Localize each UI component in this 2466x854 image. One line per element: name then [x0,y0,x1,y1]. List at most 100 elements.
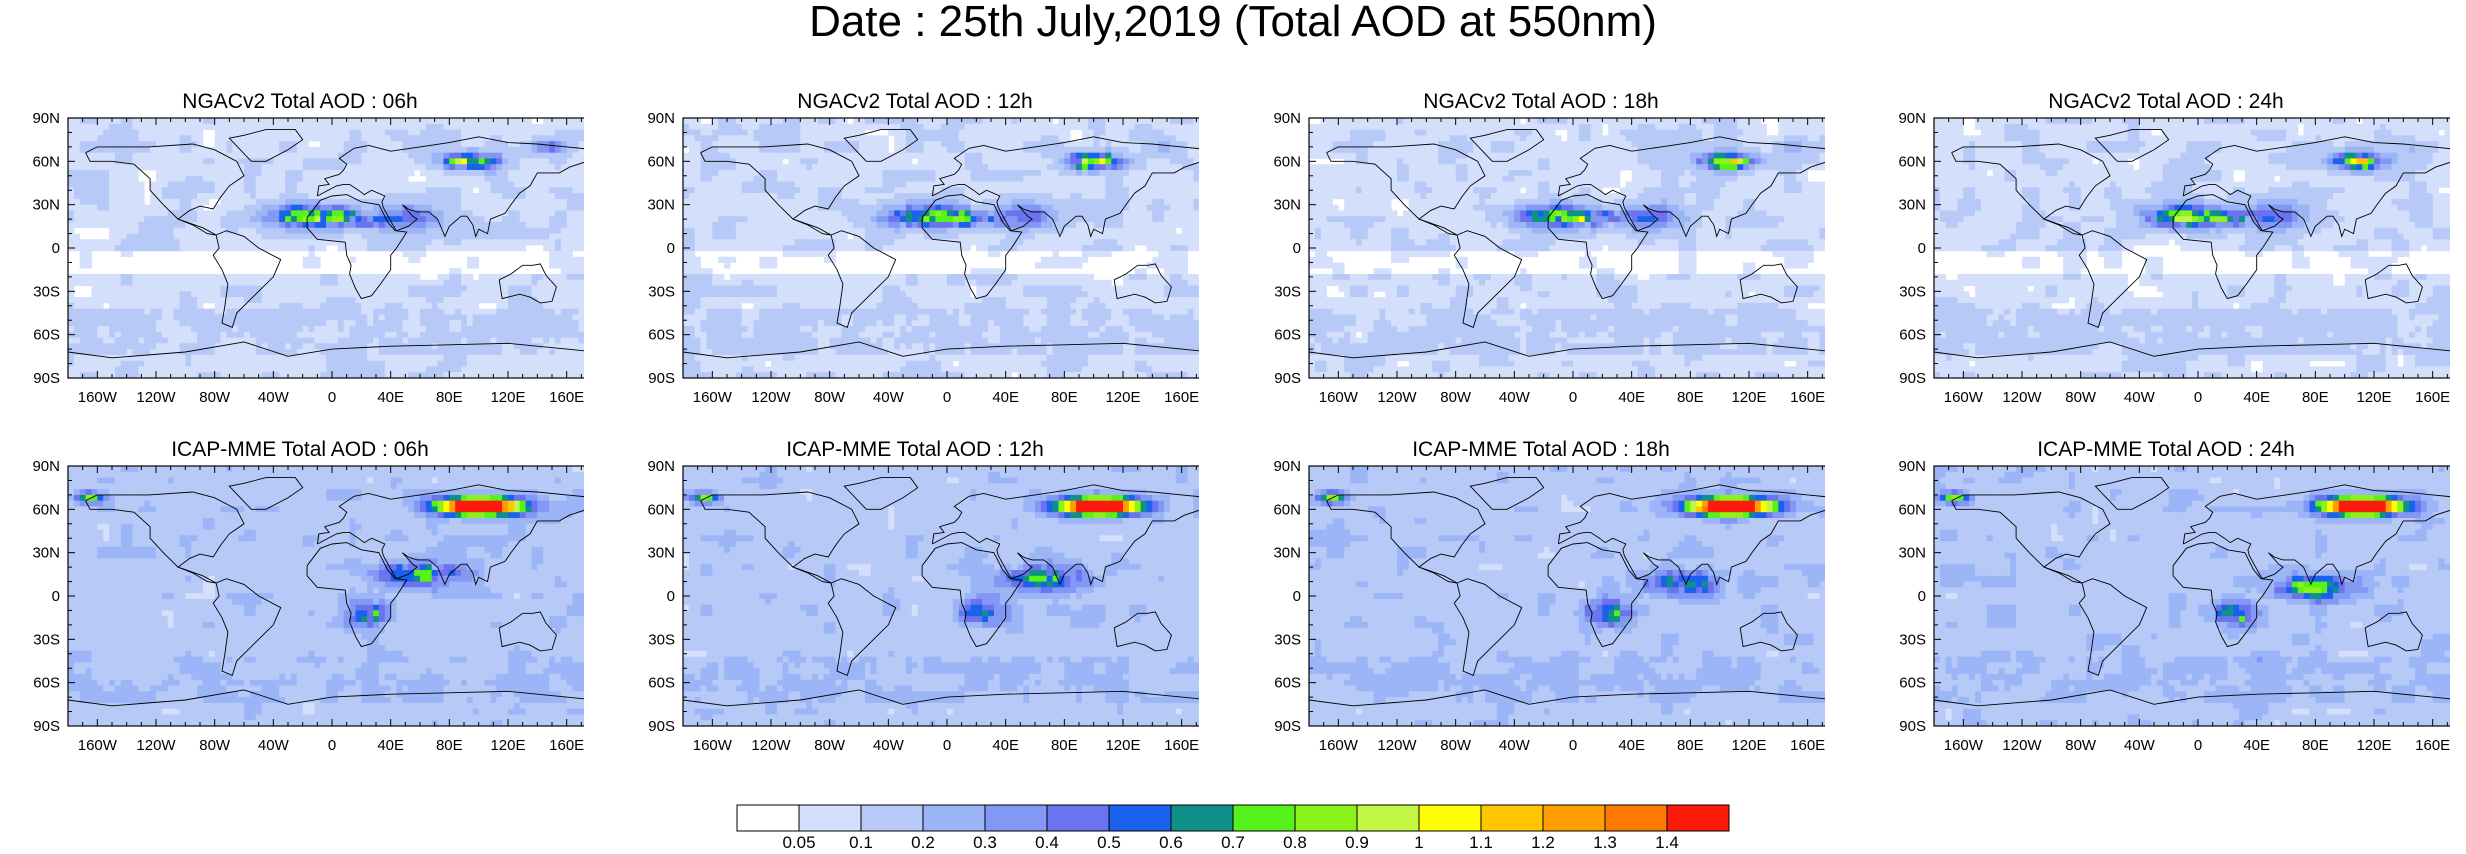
lon-tick-label: 0 [943,389,951,406]
colorbar-swatch [736,804,800,832]
lat-tick-label: 90S [33,370,60,387]
lon-tick-label: 0 [1569,389,1577,406]
coastlines [683,477,1199,707]
colorbar-swatch [1666,804,1730,832]
lon-tick-label: 160W [78,737,118,754]
panel-title: ICAP-MME Total AOD : 24h [1882,438,2450,462]
map-panel: ICAP-MME Total AOD : 24h 90N 60N 30N 0 30S 60S… [1882,438,2450,758]
colorbar-swatch [798,804,862,832]
lat-tick-label: 0 [1918,240,1926,257]
lat-tick-label: 30N [1273,545,1301,562]
lon-tick-label: 40W [258,389,290,406]
map-panel: ICAP-MME Total AOD : 06h 90N 60N 30N 0 30S 60S… [16,438,584,758]
lon-tick-label: 40E [2243,389,2270,406]
lat-tick-label: 60S [1899,327,1926,344]
map-panel: NGACv2 Total AOD : 12h 90N 60N 30N 0 30S 60S 90… [631,90,1199,410]
lon-tick-label: 40E [992,389,1019,406]
colorbar-label: 1.1 [1469,833,1493,850]
panel-title: ICAP-MME Total AOD : 06h [16,438,584,462]
lat-tick-label: 30S [648,283,675,300]
lon-tick-label: 160E [549,389,584,406]
coastlines [1309,477,1825,707]
colorbar-swatch [860,804,924,832]
lon-tick-label: 160W [78,389,118,406]
lat-tick-label: 30S [33,631,60,648]
lon-tick-label: 0 [328,737,336,754]
panel-title: NGACv2 Total AOD : 12h [631,90,1199,114]
lon-tick-label: 120W [136,737,176,754]
colorbar-label: 0.5 [1097,833,1121,850]
lat-tick-label: 90S [33,718,60,735]
lon-tick-label: 0 [1569,737,1577,754]
lon-tick-label: 80W [814,389,846,406]
lon-tick-label: 120E [1731,389,1766,406]
panel-title: NGACv2 Total AOD : 18h [1257,90,1825,114]
colorbar-label: 0.3 [973,833,997,850]
lon-tick-label: 160W [1944,737,1984,754]
lon-tick-label: 120E [490,389,525,406]
colorbar-swatch [1170,804,1234,832]
lat-tick-label: 90N [32,458,60,475]
lat-tick-label: 0 [1293,240,1301,257]
coastlines [1934,477,2450,707]
lon-tick-label: 40W [1499,737,1531,754]
aod-map: 90N 60N 30N 0 30S 60S 90S 160W 120W 80W 40W 0 40E 80E… [1898,110,2450,406]
lon-tick-label: 80W [2065,737,2097,754]
lon-tick-label: 40W [873,737,905,754]
panel-title: ICAP-MME Total AOD : 12h [631,438,1199,462]
lat-tick-label: 90N [1273,110,1301,127]
lat-tick-label: 90N [1898,110,1926,127]
colorbar-label: 1 [1414,833,1423,850]
lon-tick-label: 160W [1944,389,1984,406]
lat-tick-label: 60S [1274,327,1301,344]
colorbar-swatch [1108,804,1172,832]
lon-tick-label: 80W [1440,737,1472,754]
colorbar-swatch [1418,804,1482,832]
colorbar-swatch [1232,804,1296,832]
aod-map: 90N 60N 30N 0 30S 60S 90S 160W 120W 80W 40W 0 40E 80E… [647,458,1199,754]
lat-tick-label: 60N [647,501,675,518]
lon-tick-label: 0 [943,737,951,754]
aod-map: 90N 60N 30N 0 30S 60S 90S 160W 120W 80W 40W 0 40E 80E… [1273,458,1825,754]
lat-tick-label: 60N [1898,153,1926,170]
colorbar: 0.05 0.1 0.2 0.3 0.4 0.5 0.6 0.7 0.8 0.9 1 1.1 1.2 1.… [736,804,1730,850]
lon-tick-label: 0 [2194,737,2202,754]
lon-tick-label: 40E [1618,737,1645,754]
colorbar-swatch [1542,804,1606,832]
lat-tick-label: 90S [1274,718,1301,735]
map-panel: NGACv2 Total AOD : 18h 90N 60N 30N 0 30S 60S 90… [1257,90,1825,410]
colorbar-swatch [1046,804,1110,832]
lat-tick-label: 60N [1898,501,1926,518]
lat-tick-label: 30N [32,197,60,214]
lon-tick-label: 40W [2124,737,2156,754]
aod-map: 90N 60N 30N 0 30S 60S 90S 160W 120W 80W 40W 0 40E 80E… [1898,458,2450,754]
lat-tick-label: 90S [1899,718,1926,735]
lat-tick-label: 60S [1274,675,1301,692]
lat-tick-label: 90N [1273,458,1301,475]
colorbar-swatch [1356,804,1420,832]
colorbar-label: 0.6 [1159,833,1183,850]
lat-tick-label: 30N [1898,197,1926,214]
lon-tick-label: 40E [377,389,404,406]
lat-tick-label: 30S [1274,283,1301,300]
lon-tick-label: 40W [2124,389,2156,406]
lon-tick-label: 120E [2356,389,2391,406]
colorbar-label: 0.05 [782,833,815,850]
colorbar-label: 1.3 [1593,833,1617,850]
lon-tick-label: 120E [1105,389,1140,406]
lon-tick-label: 40W [258,737,290,754]
aod-field [683,466,1199,726]
lat-tick-label: 60N [1273,153,1301,170]
lat-tick-label: 0 [52,588,60,605]
lat-tick-label: 30N [32,545,60,562]
lon-tick-label: 80E [1677,737,1704,754]
colorbar-label: 1.4 [1655,833,1679,850]
panel-title: ICAP-MME Total AOD : 18h [1257,438,1825,462]
colorbar-swatch [1480,804,1544,832]
aod-field [68,466,584,726]
lon-tick-label: 120W [1377,737,1417,754]
lon-tick-label: 0 [328,389,336,406]
lon-tick-label: 120E [490,737,525,754]
lon-tick-label: 160W [693,389,733,406]
lon-tick-label: 160W [693,737,733,754]
